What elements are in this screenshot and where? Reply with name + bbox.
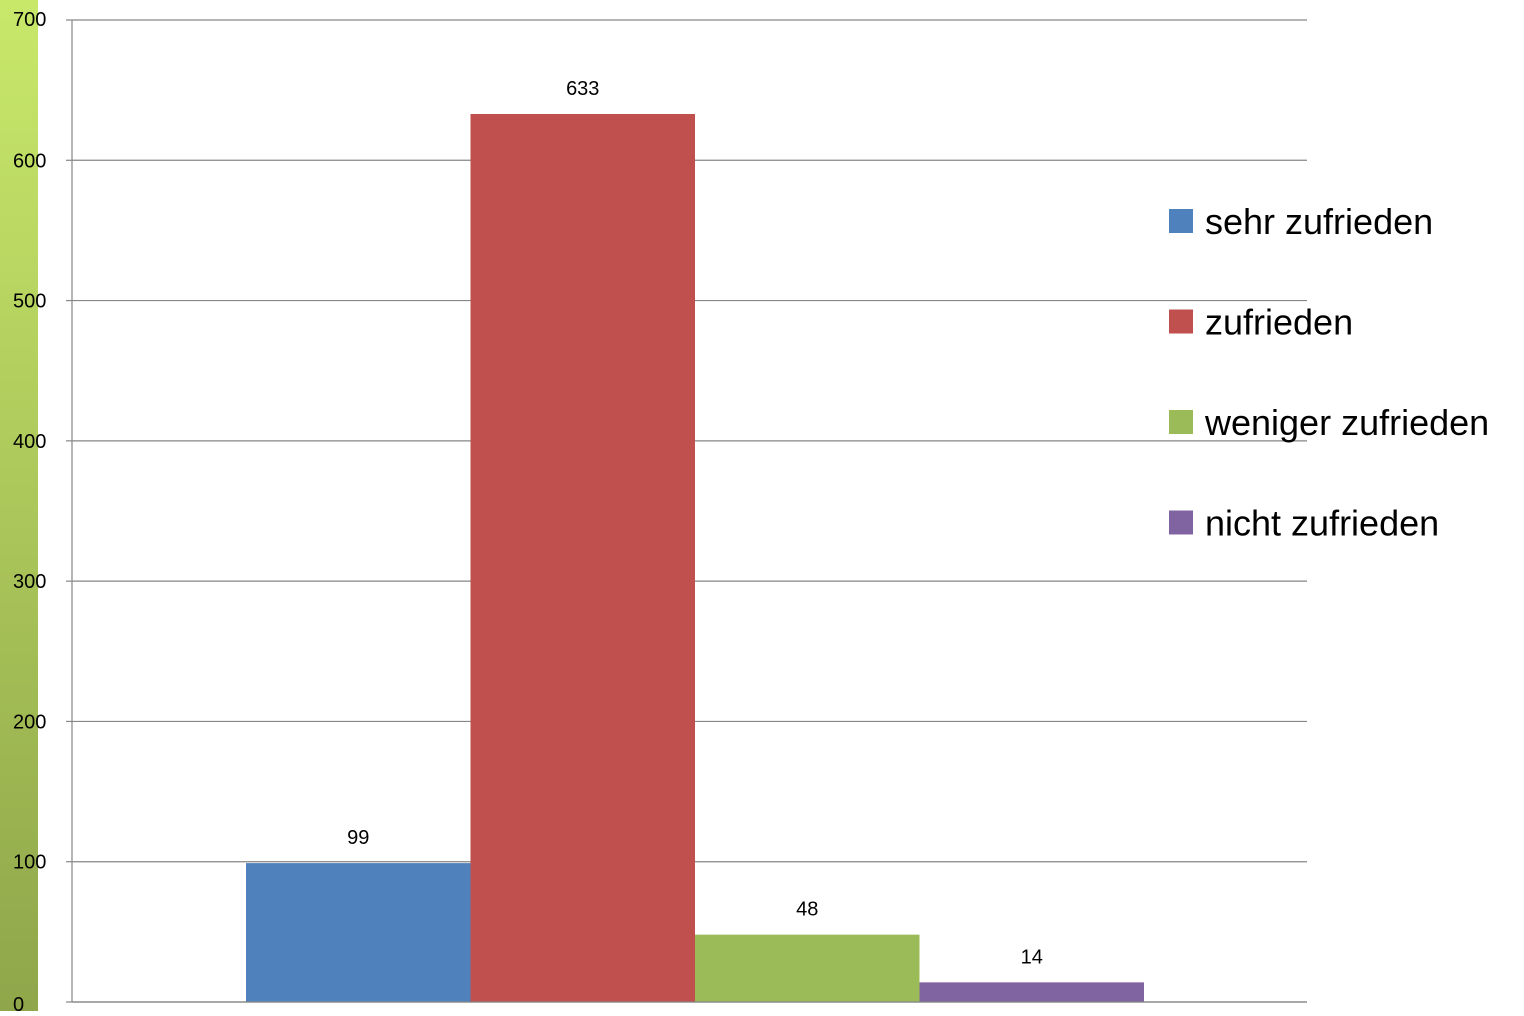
legend-swatch bbox=[1169, 309, 1193, 334]
y-tick-label: 600 bbox=[13, 150, 46, 172]
bar-weniger-zufrieden bbox=[695, 934, 920, 1002]
data-label: 14 bbox=[1021, 946, 1043, 968]
y-tick-label: 700 bbox=[13, 9, 46, 31]
legend-swatch bbox=[1169, 209, 1193, 233]
legend-swatch bbox=[1169, 410, 1193, 434]
data-label: 633 bbox=[566, 78, 599, 100]
data-label: 48 bbox=[796, 899, 818, 921]
y-tick-label: 400 bbox=[13, 431, 46, 453]
bars bbox=[72, 113, 1307, 1003]
bar-nicht-zufrieden bbox=[919, 982, 1144, 1002]
bar-zufrieden bbox=[470, 113, 695, 1002]
background-accent-strip bbox=[0, 0, 38, 1011]
y-tick-label: 200 bbox=[13, 711, 46, 733]
legend-label: zufrieden bbox=[1205, 302, 1353, 343]
bar-sehr-zufrieden bbox=[246, 863, 471, 1002]
legend: sehr zufrieden zufrieden weniger zufrieden… bbox=[1169, 201, 1489, 544]
y-tick-label: 300 bbox=[13, 571, 46, 593]
y-axis: 0 100 200 300 400 500 600 700 bbox=[13, 9, 73, 1016]
legend-swatch bbox=[1169, 510, 1193, 535]
legend-label: weniger zufrieden bbox=[1204, 402, 1489, 443]
y-tick-label: 100 bbox=[13, 852, 46, 874]
legend-label: nicht zufrieden bbox=[1205, 503, 1439, 544]
data-labels: 99 633 48 14 bbox=[347, 78, 1043, 968]
y-tick-label: 0 bbox=[13, 994, 24, 1011]
y-tick-label: 500 bbox=[13, 291, 46, 313]
data-label: 99 bbox=[347, 827, 369, 849]
legend-label: sehr zufrieden bbox=[1205, 201, 1433, 242]
